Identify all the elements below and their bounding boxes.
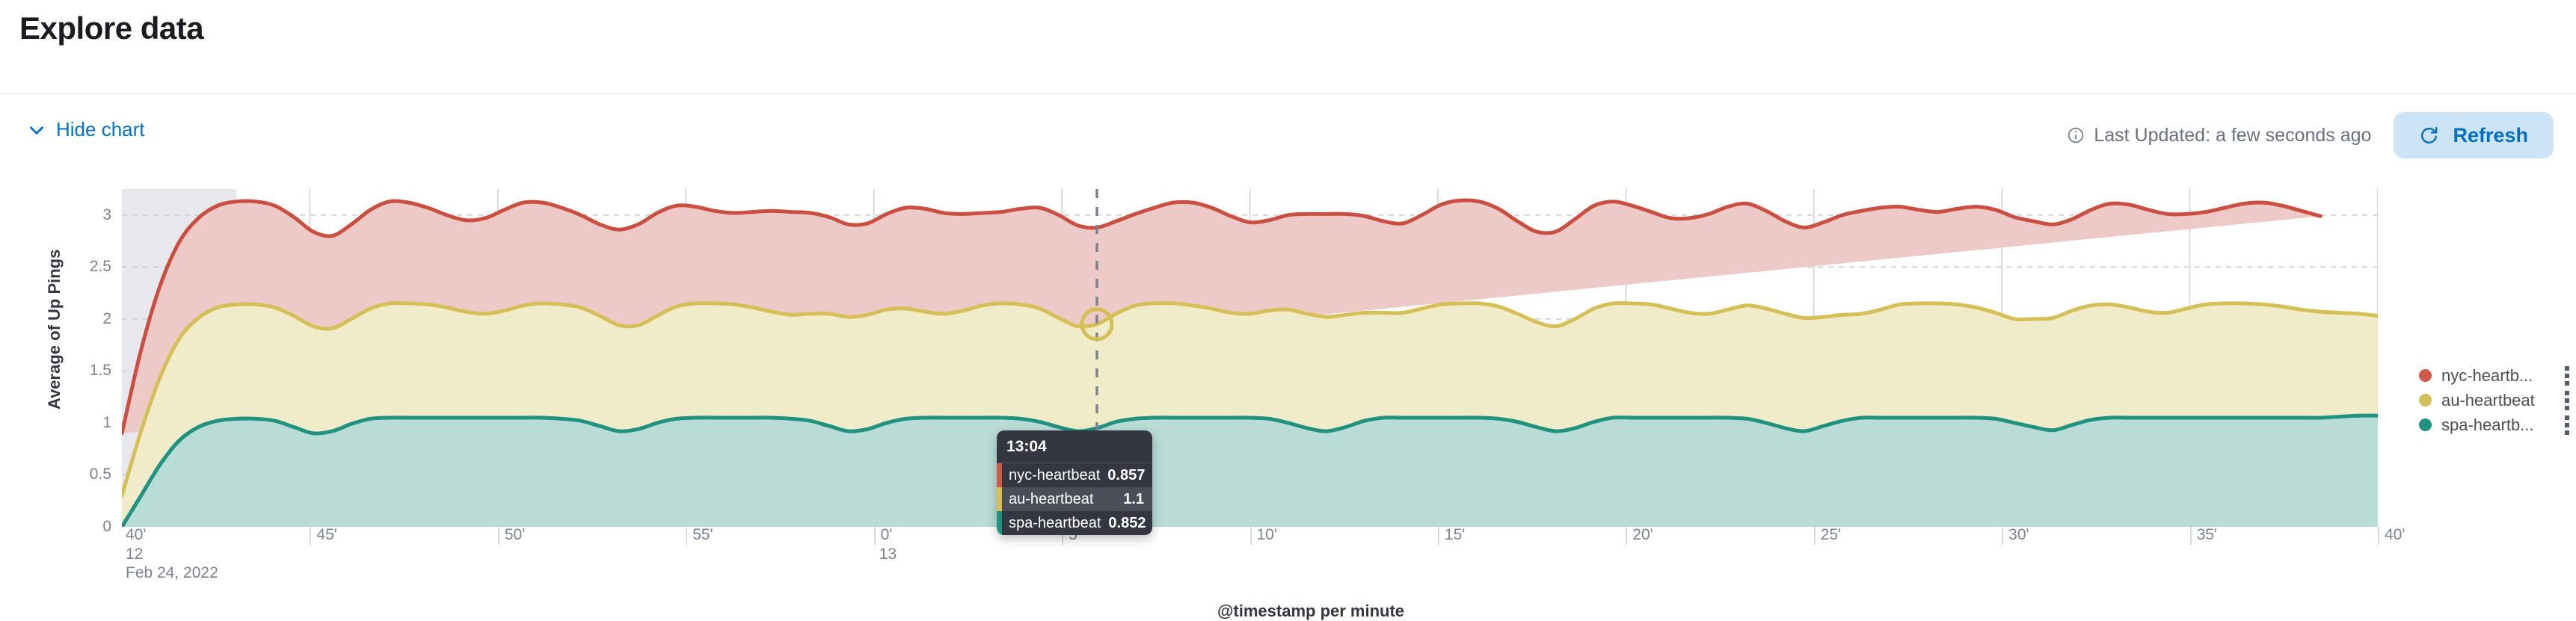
dot [2565,373,2569,378]
hide-chart-label: Hide chart [56,118,145,140]
chevron-down-icon [27,120,46,140]
x-tick-label: 15' [1437,527,1465,545]
dot [2565,390,2569,395]
x-tick-label: 55' [686,527,713,545]
tooltip-series-color [997,511,1002,535]
legend-color-dot [2419,418,2432,431]
tooltip-series-value: 0.857 [1107,466,1146,483]
chart-legend: nyc-heartb... au-heartbeat spa-heartb... [2419,363,2576,437]
dot [2565,365,2569,371]
y-tick-label: 0 [102,518,111,535]
plot-area[interactable] [122,189,2378,527]
area-spa-heartbeat [122,415,2378,527]
legend-color-dot [2419,394,2432,407]
toolbar-right-group: Last Updated: a few seconds ago Refresh [2067,112,2554,158]
vertical-dots-icon[interactable] [2558,390,2576,410]
x-axis-ticks: @timestamp per minute 40'45'50'55'0'5'10… [122,526,2440,621]
tooltip-row: spa-heartbeat 0.852 [997,511,1152,535]
legend-item[interactable]: nyc-heartb... [2419,363,2576,388]
y-tick-label: 1.5 [89,362,111,380]
crosshair-marker [1080,307,1114,342]
vertical-dots-icon[interactable] [2558,365,2576,386]
legend-item-label: spa-heartb... [2441,415,2534,434]
y-tick-label: 2 [102,309,111,327]
x-tick-sublabel: 12 [126,546,144,563]
last-updated-status: Last Updated: a few seconds ago [2067,125,2371,146]
x-tick-label: 0' [873,527,892,545]
info-icon [2067,126,2085,144]
hide-chart-button[interactable]: Hide chart [27,118,145,141]
dot [2565,430,2569,435]
tooltip-row: au-heartbeat 1.1 [997,487,1152,511]
tooltip-series-name: spa-heartbeat [1009,514,1101,531]
line-spa-heartbeat [122,413,2378,527]
dot [2565,405,2569,410]
y-tick-label: 3 [102,206,111,223]
y-axis-title: Average of Up Pings [45,249,64,410]
last-updated-label: Last Updated: a few seconds ago [2094,124,2372,146]
legend-item-label: au-heartbeat [2441,390,2535,410]
x-tick-label: 45' [310,527,337,545]
x-axis-title: @timestamp per minute [1217,602,1405,620]
refresh-button[interactable]: Refresh [2394,112,2554,158]
tooltip-series-value: 0.852 [1108,514,1146,531]
dot [2565,415,2569,420]
x-tick-label: 35' [2189,527,2217,545]
tooltip-row: nyc-heartbeat 0.857 [997,463,1152,487]
tooltip-series-name: au-heartbeat [1009,490,1094,507]
y-axis-ticks: 0 0.5 1 1.5 2 2.5 3 [71,170,111,535]
x-tick-label: 40' [126,526,147,543]
chart-container: Average of Up Pings 0 0.5 1 1.5 2 2.5 3 @times… [0,170,2576,620]
vertical-dots-icon[interactable] [2558,415,2576,435]
y-tick-label: 2.5 [89,258,111,276]
y-tick-label: 1 [102,413,111,431]
legend-color-dot [2419,369,2432,382]
dot [2565,422,2569,427]
line-au-heartbeat [122,300,2378,498]
x-tick-sublabel: Feb 24, 2022 [126,564,218,581]
x-tick-label: 30' [2002,527,2029,545]
dot [2565,398,2569,403]
y-tick-label: 0.5 [89,466,111,483]
chart-toolbar: Hide chart Last Updated: a few seconds a… [0,112,2576,158]
explore-data-page: Explore data Hide chart Last Updated: a … [0,10,2576,620]
line-nyc-heartbeat [122,198,2323,436]
tooltip-series-name: nyc-heartbeat [1009,466,1101,483]
tooltip-series-value: 1.1 [1123,490,1144,507]
x-tick-label: 40' [2378,527,2405,545]
tooltip-series-color [997,487,1002,511]
x-tick-label: 25' [1813,527,1841,545]
stacked-area-chart[interactable] [122,189,2378,527]
header-divider [0,93,2576,94]
tooltip-rows: nyc-heartbeat 0.857 au-heartbeat 1.1 spa-hea… [997,463,1152,535]
chart-tooltip: 13:04 nyc-heartbeat 0.857 au-heartbeat 1.1 s… [997,430,1152,535]
page-title: Explore data [19,10,204,46]
tooltip-series-color [997,463,1002,487]
tooltip-time: 13:04 [997,430,1152,463]
x-tick-sublabel: 13 [879,546,897,563]
legend-item[interactable]: spa-heartb... [2419,413,2576,437]
x-tick-label: 20' [1626,527,1653,545]
dot [2565,380,2569,386]
legend-item[interactable]: au-heartbeat [2419,388,2576,413]
refresh-label: Refresh [2453,123,2528,146]
x-tick-label: 10' [1249,527,1277,545]
refresh-icon [2419,126,2439,146]
x-tick-label: 50' [497,527,525,545]
legend-item-label: nyc-heartb... [2441,365,2533,385]
